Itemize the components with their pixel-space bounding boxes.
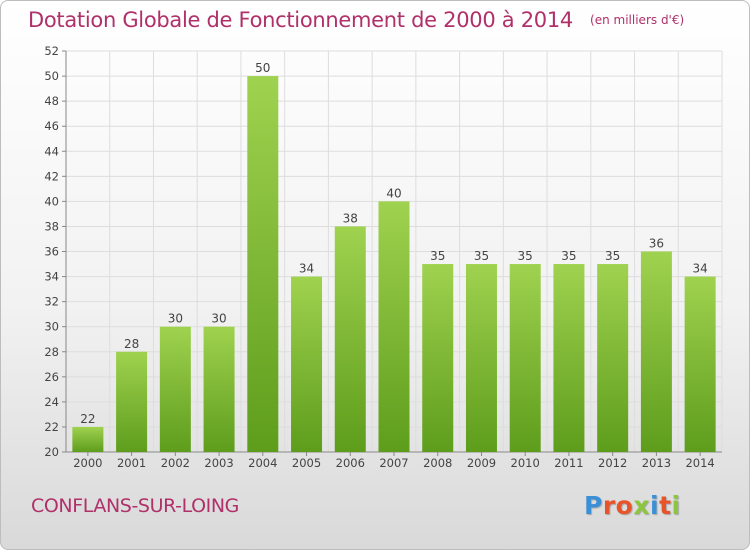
value-label: 28 bbox=[124, 337, 139, 351]
y-tick-label: 32 bbox=[44, 295, 59, 309]
bar-2011 bbox=[553, 264, 585, 452]
y-tick-label: 22 bbox=[44, 420, 59, 434]
chart-title: Dotation Globale de Fonctionnement de 20… bbox=[28, 8, 573, 32]
logo-letter: i bbox=[671, 491, 681, 520]
x-tick-label: 2003 bbox=[204, 456, 233, 470]
bar-2007 bbox=[378, 201, 410, 452]
bar-2004 bbox=[247, 76, 279, 452]
x-tick-label: 2008 bbox=[423, 456, 452, 470]
proxiti-logo: Proxiti bbox=[584, 491, 681, 520]
x-tick-label: 2010 bbox=[511, 456, 540, 470]
value-label: 30 bbox=[168, 312, 183, 326]
y-tick-label: 30 bbox=[44, 320, 59, 334]
y-tick-label: 36 bbox=[44, 245, 59, 259]
y-tick-label: 52 bbox=[44, 44, 59, 58]
bar-2012 bbox=[597, 264, 629, 452]
y-tick-labels: 20 22 24 26 28 30 32 34 36 38 40 42 44 46 48 50 52 bbox=[44, 44, 59, 459]
y-tick-label: 28 bbox=[44, 345, 59, 359]
bar-2000 bbox=[72, 426, 104, 452]
value-label: 22 bbox=[80, 412, 95, 426]
logo-letter: o bbox=[615, 491, 634, 520]
title-row: Dotation Globale de Fonctionnement de 20… bbox=[28, 8, 684, 32]
y-tick-label: 48 bbox=[44, 94, 59, 108]
x-tick-label: 2002 bbox=[161, 456, 190, 470]
x-tick-label: 2013 bbox=[642, 456, 671, 470]
bar-2001 bbox=[116, 351, 148, 452]
x-tick-label: 2011 bbox=[554, 456, 583, 470]
x-tick-label: 2004 bbox=[248, 456, 277, 470]
value-label: 35 bbox=[430, 249, 445, 263]
value-label: 35 bbox=[518, 249, 533, 263]
y-tick-label: 42 bbox=[44, 169, 59, 183]
x-tick-label: 2014 bbox=[685, 456, 714, 470]
x-tick-labels: 2000 2001 2002 2003 2004 2005 2006 2007 2008 2009… bbox=[73, 452, 715, 470]
y-tick-label: 46 bbox=[44, 119, 59, 133]
value-label: 38 bbox=[343, 211, 358, 225]
value-label: 34 bbox=[692, 262, 707, 276]
bar-2010 bbox=[509, 264, 541, 452]
x-tick-label: 2000 bbox=[73, 456, 102, 470]
value-label: 36 bbox=[649, 237, 664, 251]
x-tick-label: 2007 bbox=[379, 456, 408, 470]
bar-2002 bbox=[159, 326, 191, 452]
value-labels: 22 28 30 30 50 34 38 40 35 35 35 35 35 36 34 bbox=[80, 61, 708, 426]
y-tick-label: 50 bbox=[44, 69, 59, 83]
value-label: 40 bbox=[386, 186, 401, 200]
bar-2008 bbox=[422, 264, 454, 452]
y-tick-label: 26 bbox=[44, 370, 59, 384]
value-label: 35 bbox=[474, 249, 489, 263]
logo-letter: P bbox=[584, 491, 603, 520]
value-label: 35 bbox=[605, 249, 620, 263]
y-tick-label: 40 bbox=[44, 194, 59, 208]
logo-letter: x bbox=[633, 491, 650, 520]
logo-letter: i bbox=[650, 491, 660, 520]
y-tick-label: 24 bbox=[44, 395, 59, 409]
bar-2009 bbox=[465, 264, 497, 452]
y-tick-label: 38 bbox=[44, 219, 59, 233]
y-tick-label: 20 bbox=[44, 445, 59, 459]
bar-2005 bbox=[291, 276, 323, 452]
value-label: 30 bbox=[211, 312, 226, 326]
chart-unit: (en milliers d'€) bbox=[590, 13, 685, 27]
x-tick-label: 2001 bbox=[117, 456, 146, 470]
x-tick-label: 2005 bbox=[292, 456, 321, 470]
bar-2014 bbox=[684, 276, 716, 452]
logo-letter: r bbox=[602, 491, 616, 520]
logo-letter: t bbox=[659, 491, 672, 520]
x-tick-label: 2009 bbox=[467, 456, 496, 470]
x-tick-label: 2012 bbox=[598, 456, 627, 470]
value-label: 35 bbox=[561, 249, 576, 263]
y-tick-label: 34 bbox=[44, 270, 59, 284]
value-label: 50 bbox=[255, 61, 270, 75]
x-tick-label: 2006 bbox=[336, 456, 365, 470]
y-tick-label: 44 bbox=[44, 144, 59, 158]
commune-name: CONFLANS-SUR-LOING bbox=[31, 495, 239, 517]
bars bbox=[72, 76, 716, 452]
value-label: 34 bbox=[299, 262, 314, 276]
bar-2013 bbox=[640, 251, 672, 452]
bar-2006 bbox=[334, 226, 366, 452]
bar-2003 bbox=[203, 326, 235, 452]
